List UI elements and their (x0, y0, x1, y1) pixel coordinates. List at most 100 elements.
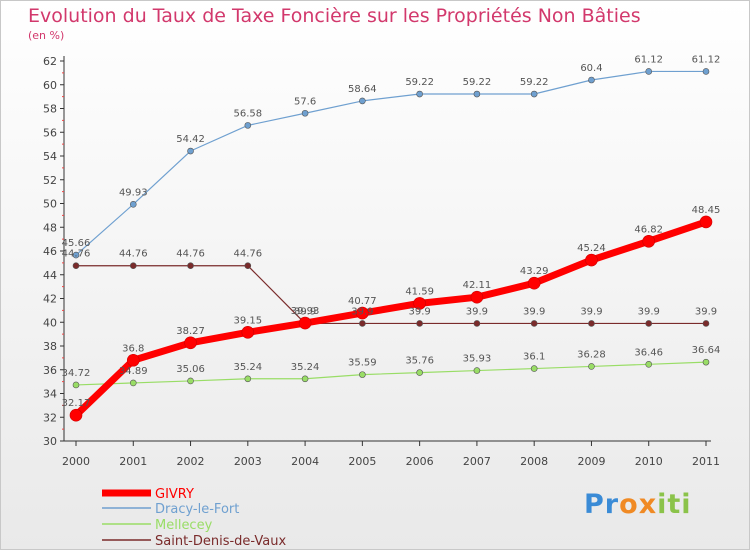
y-tick-label: 56 (43, 126, 57, 139)
data-label: 39.9 (409, 306, 431, 317)
logo-letter: o (619, 489, 639, 520)
data-label: 57.6 (294, 96, 316, 107)
data-point (585, 253, 598, 267)
y-tick-label: 58 (43, 103, 57, 116)
logo-letter: i (657, 489, 668, 520)
legend-label: GIVRY (155, 487, 194, 502)
data-point (241, 326, 255, 339)
data-point (356, 306, 369, 320)
data-label: 39.9 (523, 306, 545, 317)
y-tick-label: 30 (43, 435, 57, 448)
data-label: 46.82 (634, 224, 663, 235)
data-point (244, 375, 252, 383)
data-label: 35.76 (405, 356, 434, 367)
data-point (588, 320, 595, 327)
data-point (359, 320, 366, 327)
data-label: 39.93 (291, 306, 320, 317)
x-tick-label: 2001 (119, 455, 147, 468)
y-tick-label: 36 (43, 364, 57, 377)
data-point (413, 297, 426, 310)
data-point (530, 90, 538, 98)
data-point (126, 353, 140, 367)
data-label: 59.22 (520, 77, 549, 88)
data-label: 35.24 (233, 362, 262, 373)
logo-letter: r (604, 489, 620, 520)
y-tick-label: 60 (43, 79, 57, 92)
data-point (473, 367, 481, 374)
data-point (301, 375, 309, 383)
data-point (301, 109, 309, 117)
data-point (473, 320, 481, 327)
logo-letter: t (667, 489, 682, 520)
data-point (359, 371, 366, 378)
y-tick-label: 32 (43, 411, 57, 424)
logo-letter: P (584, 489, 605, 520)
data-label: 36.28 (577, 349, 606, 360)
data-label: 54.42 (176, 134, 205, 145)
y-tick-label: 54 (43, 150, 57, 163)
data-point (699, 215, 713, 229)
series-line (75, 361, 707, 386)
data-point (72, 251, 80, 259)
data-point (129, 262, 137, 270)
data-point (702, 358, 710, 366)
y-tick-label: 50 (43, 198, 57, 211)
x-tick-label: 2003 (234, 455, 262, 468)
proxiti-logo: Proxiti (584, 489, 692, 520)
data-point (72, 262, 80, 270)
data-point (359, 97, 366, 105)
data-label: 60.4 (580, 63, 602, 74)
data-point (244, 262, 252, 270)
x-tick-label: 2010 (635, 455, 663, 468)
data-point (527, 276, 541, 290)
data-label: 39.9 (638, 306, 660, 317)
y-tick-label: 48 (43, 221, 57, 234)
data-point (530, 365, 538, 372)
data-label: 36.46 (634, 347, 663, 358)
data-point (187, 262, 194, 270)
data-label: 44.76 (233, 249, 262, 260)
data-point (187, 147, 194, 155)
data-point (588, 363, 595, 370)
data-label: 35.06 (176, 364, 205, 375)
data-label: 59.22 (405, 77, 434, 88)
legend-label: Saint-Denis-de-Vaux (155, 534, 286, 549)
data-label: 32.17 (62, 398, 91, 409)
y-tick-label: 52 (43, 174, 57, 187)
series-line (72, 218, 710, 419)
y-tick-label: 62 (43, 55, 57, 68)
data-point (645, 360, 653, 368)
data-point (129, 201, 137, 208)
data-label: 34.72 (62, 368, 91, 379)
y-tick-label: 34 (43, 388, 57, 401)
data-point (129, 379, 137, 387)
data-point (530, 320, 538, 327)
chart-unit: (en %) (28, 29, 65, 42)
data-label: 35.24 (291, 362, 320, 373)
data-label: 59.22 (463, 77, 492, 88)
y-tick-label: 38 (43, 340, 57, 353)
data-point (642, 234, 656, 248)
data-point (645, 320, 653, 327)
x-tick-label: 2000 (62, 455, 90, 468)
x-tick-label: 2002 (177, 455, 205, 468)
data-label: 44.76 (119, 249, 148, 260)
data-label: 49.93 (119, 187, 148, 198)
x-tick-label: 2009 (577, 455, 605, 468)
data-label: 61.12 (634, 54, 663, 65)
data-label: 36.1 (523, 352, 545, 363)
data-label: 39.9 (294, 306, 316, 317)
x-tick-label: 2006 (406, 455, 434, 468)
data-point (588, 76, 595, 84)
data-point (69, 408, 83, 422)
data-label: 39.9 (695, 306, 717, 317)
data-label: 36.64 (692, 345, 721, 356)
x-tick-label: 2011 (692, 455, 720, 468)
x-tick-label: 2005 (348, 455, 376, 468)
data-label: 48.45 (692, 205, 721, 216)
y-tick-label: 46 (43, 245, 57, 258)
legend-label: Dracy-le-Fort (155, 502, 239, 517)
series-line (75, 70, 707, 256)
